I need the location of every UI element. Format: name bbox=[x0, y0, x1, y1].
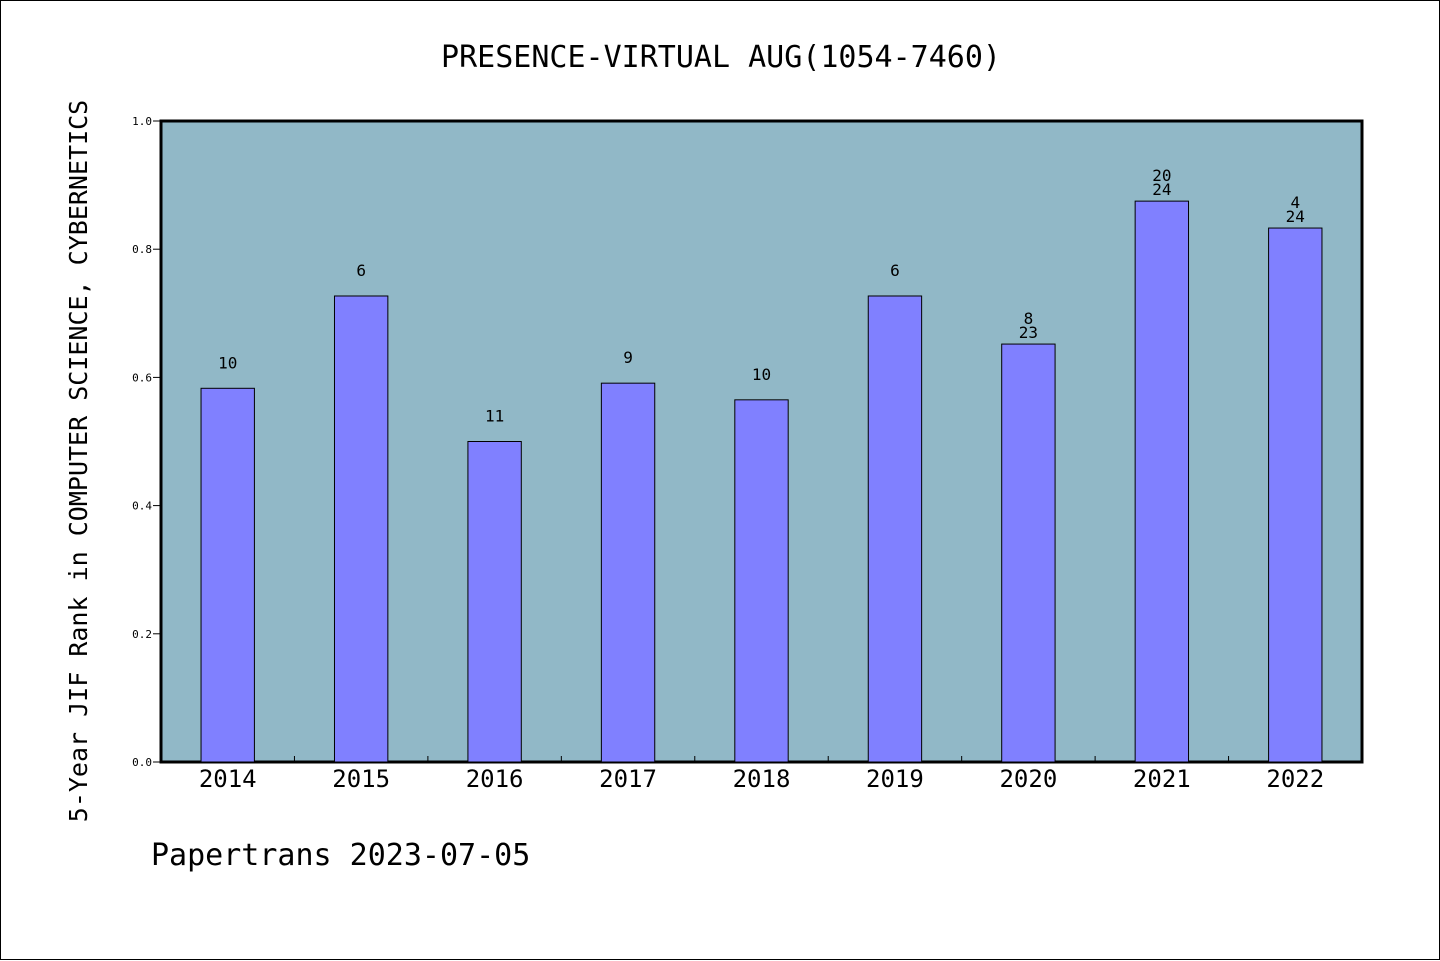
x-tick-label-2019: 2019 bbox=[866, 765, 924, 793]
x-tick-label-2014: 2014 bbox=[199, 765, 257, 793]
y-tick-label-0: 0.0 bbox=[132, 756, 152, 769]
bar-label-2015: 6 bbox=[356, 261, 366, 280]
bar-label-2020-1: 23 bbox=[1019, 323, 1038, 342]
y-tick-label-1: 0.2 bbox=[132, 628, 152, 641]
y-axis-label: 5-Year JIF Rank in COMPUTER SCIENCE, CYB… bbox=[64, 100, 93, 822]
bar-series bbox=[200, 200, 1323, 763]
bar-2014 bbox=[200, 387, 255, 763]
x-tick-label-2016: 2016 bbox=[466, 765, 524, 793]
y-tick-label-5: 1.0 bbox=[132, 115, 152, 128]
bar-label-2021-0: 20 bbox=[1152, 166, 1171, 185]
bar-2021 bbox=[1134, 200, 1190, 763]
x-axis: 2014 2015 2016 2017 2018 2019 2020 2021 2022 bbox=[199, 756, 1324, 793]
bar-label-2016: 11 bbox=[485, 407, 504, 426]
bar-2015 bbox=[333, 295, 389, 763]
bar-label-2018: 10 bbox=[752, 365, 771, 384]
x-tick-label-2022: 2022 bbox=[1266, 765, 1324, 793]
bar-label-2017: 9 bbox=[623, 348, 633, 367]
footer-credit: Papertrans 2023-07-05 bbox=[151, 838, 530, 873]
bar-2019 bbox=[867, 295, 923, 763]
bar-label-2014: 10 bbox=[218, 353, 237, 372]
bar-2017 bbox=[600, 382, 656, 763]
y-tick-label-4: 0.8 bbox=[132, 243, 152, 256]
bar-label-2022-1: 24 bbox=[1286, 207, 1305, 226]
x-tick-label-2020: 2020 bbox=[999, 765, 1057, 793]
x-tick-label-2017: 2017 bbox=[599, 765, 657, 793]
x-tick-label-2018: 2018 bbox=[733, 765, 791, 793]
chart-title: PRESENCE-VIRTUAL AUG(1054-7460) bbox=[441, 40, 1001, 75]
x-tick-label-2021: 2021 bbox=[1133, 765, 1191, 793]
bar-2018 bbox=[734, 399, 789, 763]
bar-label-2022-0: 4 bbox=[1290, 193, 1300, 212]
y-tick-label-2: 0.4 bbox=[132, 500, 152, 513]
bar-label-2020-0: 8 bbox=[1024, 309, 1034, 328]
bar-label-2021-1: 24 bbox=[1152, 180, 1171, 199]
bar-2022 bbox=[1268, 227, 1323, 763]
bar-label-2019: 6 bbox=[890, 261, 900, 280]
y-tick-label-3: 0.6 bbox=[132, 371, 152, 384]
y-axis: 0.0 0.2 0.4 0.6 0.8 1.0 bbox=[132, 115, 161, 769]
bar-2020 bbox=[1001, 343, 1056, 763]
x-tick-label-2015: 2015 bbox=[332, 765, 390, 793]
bar-2016 bbox=[467, 441, 522, 763]
